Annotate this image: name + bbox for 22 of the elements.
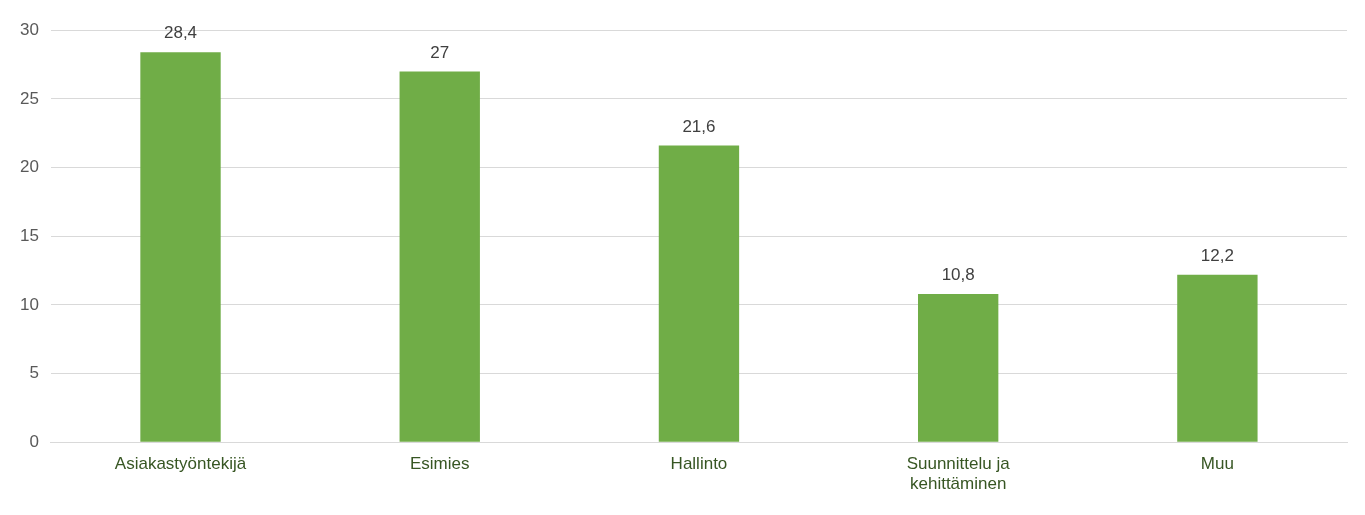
y-tick-label: 20 — [19, 157, 39, 177]
y-tick-label: 0 — [29, 431, 39, 451]
data-label: 21,6 — [682, 116, 716, 136]
bar — [917, 293, 999, 442]
y-tick-label: 10 — [19, 294, 39, 314]
bar — [140, 52, 221, 442]
data-label: 10,8 — [941, 265, 975, 285]
bar — [658, 145, 740, 442]
x-tick-label: Muu — [1200, 454, 1234, 474]
x-tick-label: Asiakastyöntekijä — [114, 454, 247, 474]
x-tick-label: Esimies — [409, 454, 470, 474]
y-tick-label: 15 — [19, 225, 39, 245]
bar — [399, 71, 480, 442]
data-label: 27 — [430, 42, 450, 62]
y-tick-label: 25 — [19, 88, 39, 108]
x-tick-label: Hallinto — [670, 454, 728, 474]
y-tick-label: 5 — [29, 363, 39, 383]
data-label: 28,4 — [163, 23, 198, 43]
y-tick-label: 30 — [19, 19, 39, 39]
data-label: 12,2 — [1200, 245, 1234, 265]
x-tick-label: Suunnittelu ja kehittäminen — [906, 454, 1011, 494]
bar — [1177, 274, 1258, 442]
